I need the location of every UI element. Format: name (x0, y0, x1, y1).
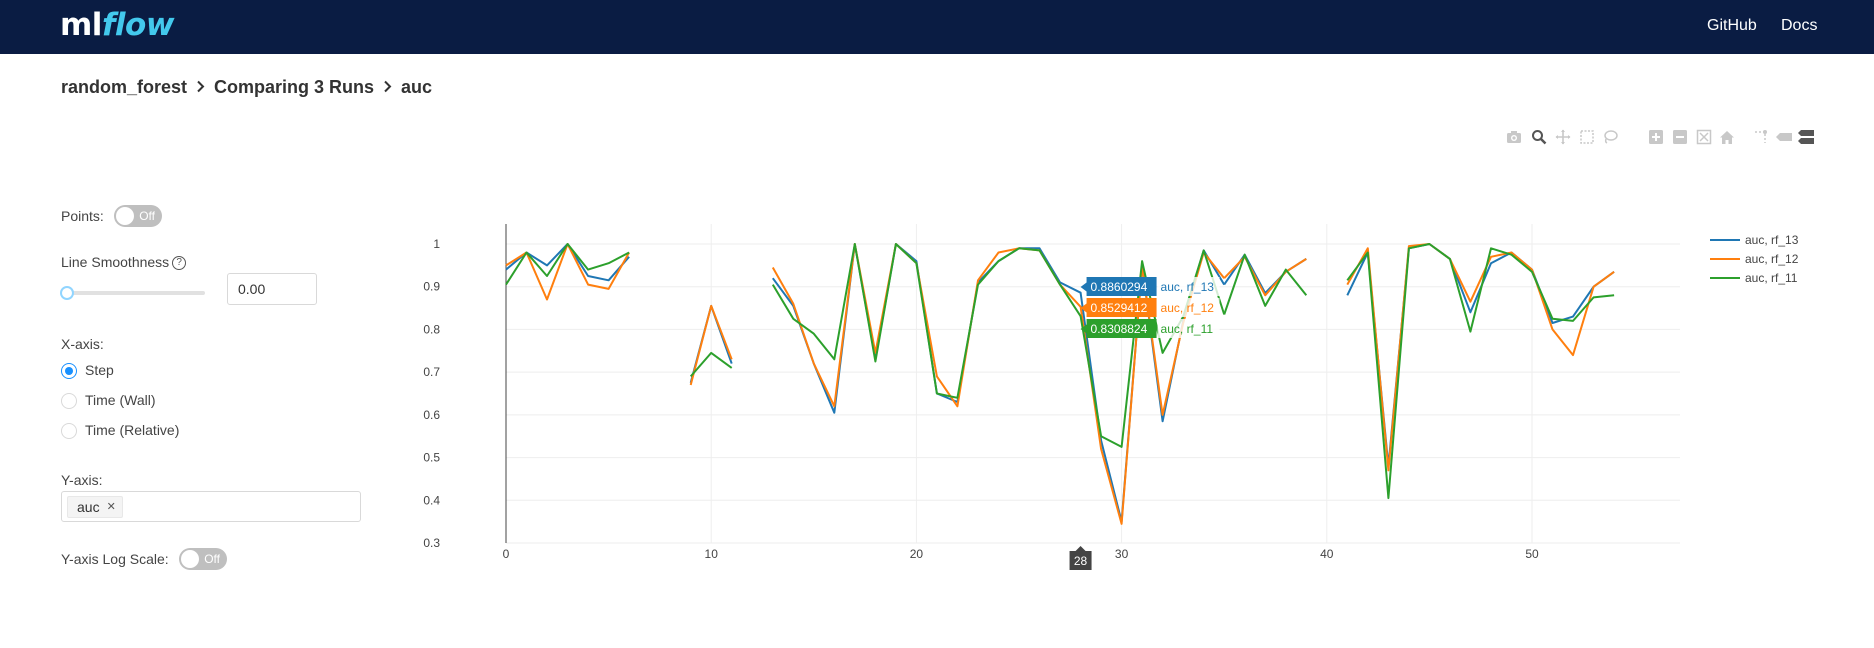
y-tick-label: 0.7 (423, 365, 440, 379)
hover-closest-icon[interactable] (1775, 128, 1793, 146)
camera-icon[interactable] (1505, 128, 1523, 146)
series-line (505, 243, 630, 301)
xaxis-step-label[interactable]: Step (85, 362, 114, 378)
line-smoothness-label: Line Smoothness? (61, 254, 187, 271)
hover-value-label: 0.8860294 (1091, 280, 1148, 294)
logo-ml-text: ml (60, 7, 102, 43)
series-line (771, 243, 1226, 448)
xaxis-time-relative-radio[interactable] (61, 423, 77, 439)
series-line (689, 304, 733, 386)
pan-icon[interactable] (1554, 128, 1572, 146)
smoothness-slider-track[interactable] (67, 291, 205, 295)
mlflow-logo[interactable]: mlflow (60, 2, 175, 48)
hover-value-label: 0.8308824 (1091, 322, 1148, 336)
hover-name-box (1157, 298, 1220, 317)
metric-tag: auc ✕ (67, 496, 123, 518)
x-axis-label: X-axis: (61, 336, 104, 352)
ylog-toggle-state: Off (204, 552, 220, 566)
hover-x-label: 28 (1074, 554, 1088, 568)
autoscale-icon[interactable] (1695, 128, 1713, 146)
series-line (1346, 243, 1615, 500)
series-line (689, 351, 733, 378)
xaxis-time-wall-label[interactable]: Time (Wall) (85, 392, 156, 408)
reset-axes-icon[interactable] (1718, 128, 1736, 146)
xaxis-time-wall-radio[interactable] (61, 393, 77, 409)
spike-lines-icon[interactable] (1752, 128, 1770, 146)
github-link[interactable]: GitHub (1707, 17, 1757, 34)
points-label: Points: (61, 208, 104, 224)
question-circle-icon[interactable]: ? (172, 256, 187, 271)
line-smoothness-label-text: Line Smoothness (61, 254, 170, 270)
x-tick-label: 30 (1115, 547, 1129, 561)
breadcrumb-metric: auc (401, 77, 433, 97)
hover-name-box (1157, 277, 1220, 296)
zoom-out-icon[interactable] (1671, 128, 1689, 146)
smoothness-slider-handle[interactable] (60, 286, 74, 300)
y-tick-label: 0.8 (423, 322, 440, 336)
hover-compare-icon[interactable] (1797, 128, 1815, 146)
x-tick-label: 50 (1525, 547, 1539, 561)
y-tick-label: 0.5 (423, 451, 440, 465)
chart-modebar (1505, 128, 1815, 146)
close-icon[interactable]: ✕ (106, 501, 116, 513)
y-tick-label: 0.9 (423, 280, 440, 294)
y-tick-label: 0.3 (423, 536, 440, 550)
chevron-right-icon (196, 77, 205, 98)
zoom-icon[interactable] (1530, 128, 1548, 146)
hover-name-label: auc, rf_12 (1161, 301, 1215, 315)
breadcrumb-compare-runs-link[interactable]: Comparing 3 Runs (214, 77, 375, 97)
legend-label[interactable]: auc, rf_13 (1745, 233, 1799, 247)
series-line (1346, 243, 1615, 472)
y-tick-label: 0.4 (423, 493, 440, 507)
y-axis-log-scale-label: Y-axis Log Scale: (61, 551, 169, 567)
hover-x-box (1069, 551, 1092, 570)
xaxis-step-radio[interactable] (61, 363, 77, 379)
x-tick-label: 10 (705, 547, 719, 561)
x-tick-label: 0 (503, 547, 510, 561)
metric-tag-label: auc (77, 499, 100, 515)
legend-label[interactable]: auc, rf_12 (1745, 252, 1799, 266)
logo-flow-text: flow (101, 7, 175, 43)
hover-value-label: 0.8529412 (1091, 301, 1148, 315)
lasso-select-icon[interactable] (1601, 128, 1619, 146)
hover-name-label: auc, rf_11 (1161, 322, 1214, 336)
docs-link[interactable]: Docs (1781, 17, 1818, 34)
x-tick-label: 40 (1320, 547, 1334, 561)
hover-x-pointer (1075, 546, 1086, 551)
series-line (1223, 253, 1307, 295)
points-toggle-state: Off (139, 209, 155, 223)
hover-value-box (1086, 277, 1157, 296)
y-axis-label: Y-axis: (61, 472, 103, 488)
hover-name-label: auc, rf_13 (1161, 280, 1215, 294)
breadcrumb: random_forest Comparing 3 Runs auc (61, 77, 432, 98)
box-select-icon[interactable] (1578, 128, 1596, 146)
hover-value-box (1086, 319, 1157, 338)
chevron-right-icon (383, 77, 392, 98)
hover-value-box (1086, 298, 1157, 317)
y-tick-label: 1 (433, 237, 440, 251)
hover-name-box (1157, 319, 1220, 338)
xaxis-time-relative-label[interactable]: Time (Relative) (85, 422, 180, 438)
ylog-toggle-knob (181, 550, 199, 568)
top-navbar: mlflow GitHub Docs (0, 0, 1874, 54)
yaxis-metric-select[interactable]: auc ✕ (61, 491, 361, 522)
points-toggle-knob (116, 207, 134, 225)
y-tick-label: 0.6 (423, 408, 440, 422)
legend-label[interactable]: auc, rf_11 (1745, 271, 1798, 285)
points-toggle[interactable]: Off (114, 205, 162, 227)
smoothness-input[interactable]: 0.00 (227, 273, 317, 305)
series-line (1223, 253, 1308, 315)
ylog-toggle[interactable]: Off (179, 548, 227, 570)
series-line (505, 243, 630, 286)
x-tick-label: 20 (910, 547, 924, 561)
zoom-in-icon[interactable] (1647, 128, 1665, 146)
breadcrumb-experiment-link[interactable]: random_forest (61, 77, 188, 97)
series-line (1223, 255, 1307, 297)
